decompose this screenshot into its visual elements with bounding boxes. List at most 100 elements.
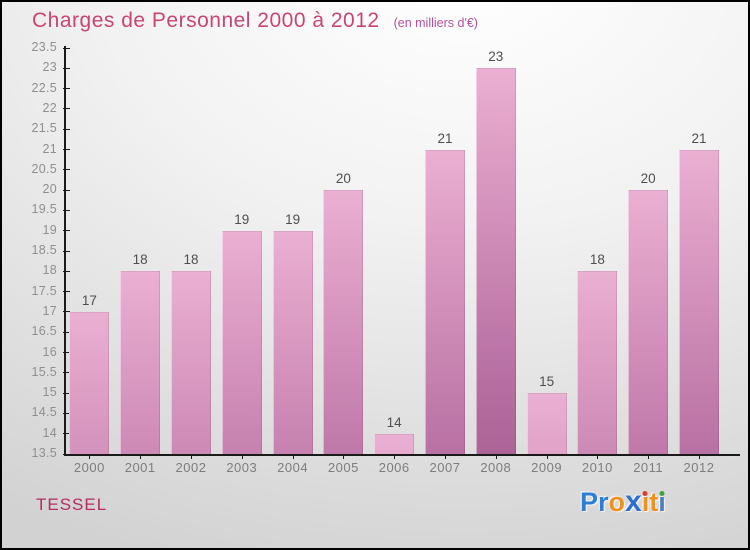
bar-value-label: 21 xyxy=(437,130,453,146)
bar-value-label: 20 xyxy=(640,171,656,187)
logo-letter-o: o xyxy=(608,487,626,517)
bar-2004 xyxy=(272,230,313,454)
bar-value-label: 19 xyxy=(285,211,301,227)
bar-2008 xyxy=(475,68,516,454)
x-axis-tick xyxy=(445,455,446,459)
y-axis-tick xyxy=(63,230,70,232)
x-tick-label: 2008 xyxy=(480,460,512,475)
y-tick-label: 16 xyxy=(42,344,57,359)
chart-subtitle: (en milliers d'€) xyxy=(393,16,478,30)
bar-2001 xyxy=(120,271,161,454)
y-axis xyxy=(64,46,66,454)
logo-letter-dot xyxy=(659,491,665,496)
y-axis-tick xyxy=(63,291,70,293)
y-axis-tick xyxy=(63,67,70,69)
y-tick-label: 21 xyxy=(42,141,57,156)
y-tick-label: 13.5 xyxy=(31,446,57,460)
x-axis-tick xyxy=(241,455,243,459)
y-tick-label: 23 xyxy=(42,60,57,75)
x-axis-tick xyxy=(699,455,700,459)
logo-letter-x: x xyxy=(625,485,642,518)
bar-2000 xyxy=(69,311,110,454)
bar-value-label: 18 xyxy=(132,252,148,268)
logo-letter-r: r xyxy=(598,487,609,517)
y-tick-label: 17.5 xyxy=(31,283,57,298)
y-tick-label: 22.5 xyxy=(31,80,57,95)
y-tick-label: 15 xyxy=(42,385,57,400)
x-tick-label: 2010 xyxy=(581,460,613,475)
y-axis-tick xyxy=(63,209,70,211)
y-tick-label: 14 xyxy=(42,425,57,440)
x-axis-tick xyxy=(546,455,548,459)
bar-2002 xyxy=(171,271,211,454)
x-tick-label: 2005 xyxy=(327,460,359,475)
bar-2005 xyxy=(323,190,364,454)
y-tick-label: 22 xyxy=(42,100,57,115)
y-tick-label: 14.5 xyxy=(31,405,57,420)
y-axis-tick xyxy=(63,453,70,455)
y-axis-tick xyxy=(63,108,70,110)
x-tick-label: 2001 xyxy=(124,460,156,475)
x-axis-tick xyxy=(343,455,345,459)
proxiti-logo[interactable]: Proxı tı xyxy=(580,485,666,519)
y-tick-label: 18 xyxy=(42,263,57,278)
bar-2007 xyxy=(425,149,465,454)
y-axis-tick xyxy=(63,331,70,333)
y-axis-tick xyxy=(63,392,70,394)
x-tick-label: 2006 xyxy=(378,460,410,475)
y-tick-label: 15.5 xyxy=(31,364,57,379)
x-axis-tick xyxy=(140,455,142,459)
bar-value-label: 23 xyxy=(488,49,504,65)
x-axis-tick xyxy=(597,455,599,459)
y-tick-label: 21.5 xyxy=(31,121,57,136)
logo-letter-P: P xyxy=(580,487,599,517)
company-name: TESSEL xyxy=(36,495,108,514)
bar-2012 xyxy=(679,149,719,454)
bar-2011 xyxy=(628,190,669,454)
x-tick-label: 2009 xyxy=(531,460,563,475)
y-axis-tick xyxy=(63,88,70,90)
y-tick-label: 19 xyxy=(42,222,57,237)
y-axis-tick xyxy=(63,270,70,272)
y-tick-label: 23.5 xyxy=(31,40,57,54)
bar-2006 xyxy=(374,433,415,454)
y-tick-label: 17 xyxy=(42,303,57,318)
logo-letter-i: ı xyxy=(658,487,666,517)
bar-value-label: 18 xyxy=(589,252,605,268)
y-tick-label: 20 xyxy=(42,182,57,197)
y-axis-tick xyxy=(63,47,70,49)
x-axis xyxy=(64,454,740,456)
bar-2010 xyxy=(577,271,618,454)
x-axis-tick xyxy=(495,455,497,459)
bar-value-label: 15 xyxy=(539,374,555,390)
bar-value-label: 21 xyxy=(691,130,707,146)
bar-value-label: 14 xyxy=(386,414,402,430)
y-axis-tick xyxy=(63,372,70,374)
x-tick-label: 2002 xyxy=(175,460,207,475)
y-axis-tick xyxy=(63,250,70,252)
x-tick-label: 2000 xyxy=(73,460,105,475)
x-tick-label: 2012 xyxy=(683,460,715,475)
x-tick-label: 2004 xyxy=(277,460,309,475)
y-axis-tick xyxy=(63,412,70,414)
y-axis-tick xyxy=(63,433,70,435)
bar-2003 xyxy=(221,230,262,454)
x-axis-tick xyxy=(89,455,91,459)
bar-value-label: 20 xyxy=(335,171,351,187)
y-axis-tick xyxy=(63,169,70,171)
y-tick-label: 18.5 xyxy=(31,243,57,257)
x-axis-tick xyxy=(394,455,396,459)
y-tick-label: 20.5 xyxy=(31,161,57,176)
logo-letter-t: t xyxy=(649,487,659,517)
x-axis-tick xyxy=(292,455,294,459)
y-axis-tick xyxy=(63,189,70,191)
chart-title: Charges de Personnel 2000 à 2012 xyxy=(32,9,380,32)
y-tick-label: 16.5 xyxy=(31,324,57,339)
bar-value-label: 18 xyxy=(183,252,199,268)
x-axis-tick xyxy=(191,455,192,459)
y-axis-tick xyxy=(63,311,70,313)
bar-value-label: 19 xyxy=(234,211,250,227)
chart-header: Charges de Personnel 2000 à 2012 (en mill… xyxy=(32,9,478,33)
y-axis-tick xyxy=(63,128,70,130)
